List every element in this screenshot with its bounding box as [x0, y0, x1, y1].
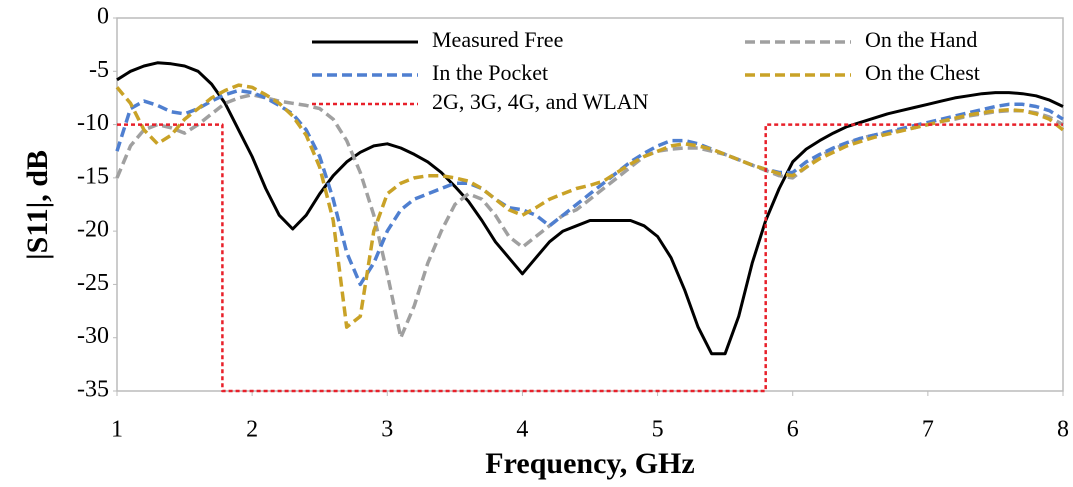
x-axis-title: Frequency, GHz [485, 447, 694, 480]
y-tick-label: -10 [77, 110, 109, 136]
y-tick-label: 0 [97, 4, 109, 30]
y-tick-label: -20 [77, 217, 109, 243]
x-tick-label: 4 [516, 417, 528, 443]
x-tick-label: 5 [652, 417, 664, 443]
legend-label: On the Chest [865, 60, 980, 85]
x-tick-label: 7 [922, 417, 934, 443]
y-tick-label: -5 [89, 57, 109, 83]
x-tick-label: 3 [381, 417, 393, 443]
x-tick-label: 2 [246, 417, 258, 443]
series-line [115, 83, 1065, 329]
series-line [117, 123, 1063, 393]
y-axis-title: |S11|, dB [21, 150, 54, 260]
series-line [116, 61, 1064, 356]
x-tick-label: 6 [787, 417, 799, 443]
y-tick-label: -35 [77, 377, 109, 403]
series-line [115, 92, 1064, 340]
y-tick-label: -30 [77, 323, 109, 349]
plot-frame [116, 17, 1064, 392]
x-tick-label: 8 [1057, 417, 1069, 443]
legend-label: Measured Free [432, 27, 563, 52]
y-tick-label: -15 [77, 163, 109, 189]
series-line [115, 88, 1064, 287]
legend-label: On the Hand [865, 27, 977, 52]
x-tick-label: 1 [111, 417, 123, 443]
y-tick-label: -25 [77, 270, 109, 296]
legend-label: 2G, 3G, 4G, and WLAN [432, 89, 649, 114]
legend-label: In the Pocket [432, 60, 548, 85]
